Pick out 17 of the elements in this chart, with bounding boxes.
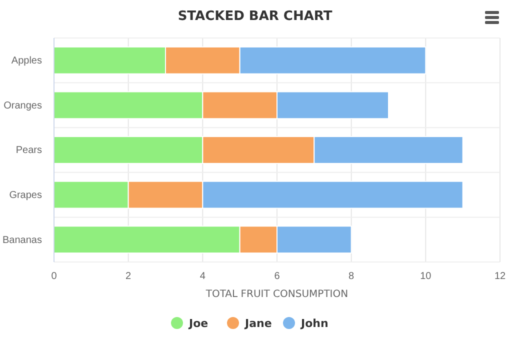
y-tick-label: Grapes xyxy=(9,190,42,201)
chart-title: STACKED BAR CHART xyxy=(178,9,332,24)
x-tick-label: 0 xyxy=(51,271,58,282)
y-tick-label: Apples xyxy=(11,56,42,67)
x-axis-title: TOTAL FRUIT CONSUMPTION xyxy=(204,289,348,300)
legend-label: Jane xyxy=(244,317,272,330)
y-tick-label: Pears xyxy=(16,145,42,156)
y-tick-label: Oranges xyxy=(4,100,42,112)
legend-label: Joe xyxy=(188,317,208,330)
x-tick-label: 6 xyxy=(274,271,280,282)
x-tick-label: 10 xyxy=(420,271,432,282)
legend-label: John xyxy=(300,317,328,330)
y-tick-label: Bananas xyxy=(2,234,42,246)
x-tick-label: 4 xyxy=(200,271,206,282)
x-tick-label: 8 xyxy=(348,271,355,282)
x-tick-label: 2 xyxy=(126,271,132,282)
x-tick-label: 12 xyxy=(494,271,506,282)
